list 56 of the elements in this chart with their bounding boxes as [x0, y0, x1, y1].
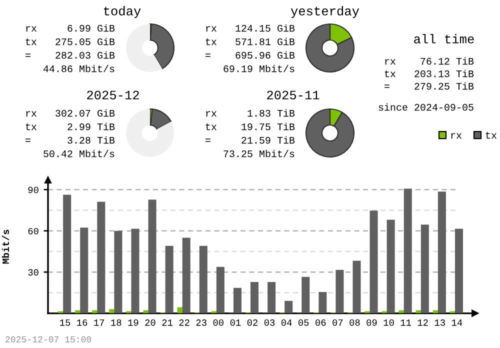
y-tick-label: 60: [28, 228, 38, 234]
text: rx 124.15 GiB: [206, 24, 295, 32]
y-axis-title: Mbit/s: [2, 230, 10, 264]
y-tick-label: 90: [28, 186, 38, 194]
x-tick-label: 06: [316, 319, 326, 326]
text: tx 275.05 GiB: [26, 38, 115, 46]
x-tick-label: 22: [179, 319, 190, 326]
x-tick-label: 18: [111, 319, 122, 326]
text: rx 6.99 GiB: [26, 24, 115, 32]
text: 2025-12-07 15:00: [6, 336, 92, 342]
text: since 2024-09-05: [378, 103, 474, 111]
x-tick-label: 08: [350, 319, 360, 326]
x-tick-label: 23: [196, 319, 206, 326]
text: 50.42 Mbit/s: [44, 150, 114, 158]
text: rx 76.12 TiB: [385, 57, 474, 65]
text: = 3.28 TiB: [26, 136, 115, 144]
x-tick-label: 13: [434, 319, 445, 326]
text: 69.19 Mbit/s: [224, 64, 294, 72]
legend-label: rx: [451, 133, 462, 139]
chart-title: 2025-12: [87, 90, 139, 100]
text: tx 19.75 TiB: [206, 122, 295, 130]
x-tick-label: 03: [264, 319, 275, 326]
x-tick-label: 02: [247, 319, 258, 326]
x-tick-label: 15: [60, 319, 70, 326]
x-tick-label: 00: [213, 319, 224, 326]
text: rx 1.83 TiB: [206, 109, 295, 117]
text: 44.86 Mbit/s: [43, 64, 114, 72]
text: 73.25 Mbit/s: [224, 150, 294, 158]
x-tick-label: 07: [332, 319, 343, 326]
chart-title: yesterday: [290, 6, 360, 18]
chart-title: today: [104, 6, 141, 18]
x-tick-label: 16: [77, 319, 88, 326]
x-tick-label: 21: [162, 319, 172, 326]
text: all time: [414, 34, 474, 44]
text: = 21.59 TiB: [206, 136, 295, 144]
x-tick-label: 11: [400, 319, 412, 326]
legend-label: tx: [486, 132, 497, 139]
text: tx 203.13 TiB: [384, 70, 474, 78]
x-tick-label: 12: [418, 319, 428, 326]
x-tick-label: 14: [452, 319, 462, 326]
x-tick-label: 20: [145, 319, 156, 326]
text: = 279.25 TiB: [384, 82, 474, 90]
x-tick-label: 10: [384, 319, 394, 326]
x-tick-label: 17: [94, 319, 104, 326]
text: tx 2.99 TiB: [26, 122, 115, 130]
x-tick-label: 04: [281, 319, 292, 326]
text: = 282.03 GiB: [26, 51, 115, 59]
text: rx 302.07 GiB: [26, 109, 115, 117]
x-tick-label: 19: [128, 319, 138, 326]
x-tick-label: 09: [366, 319, 377, 326]
x-tick-label: 05: [298, 319, 309, 326]
y-tick-label: 30: [28, 269, 38, 276]
x-tick-label: 01: [230, 319, 241, 326]
chart-title: 2025-11: [267, 90, 320, 100]
text: tx 571.81 GiB: [206, 38, 295, 46]
text: = 695.96 GiB: [206, 51, 295, 59]
